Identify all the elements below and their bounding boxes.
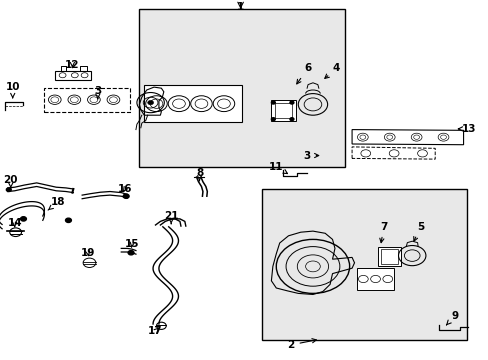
Bar bbox=[377, 247, 401, 266]
Text: 11: 11 bbox=[268, 162, 287, 174]
Text: 3: 3 bbox=[94, 86, 101, 99]
Bar bbox=[144, 85, 242, 122]
Text: 13: 13 bbox=[458, 124, 476, 134]
Bar bbox=[356, 268, 393, 290]
Text: 6: 6 bbox=[296, 63, 311, 84]
Circle shape bbox=[128, 251, 134, 255]
Text: 20: 20 bbox=[3, 175, 18, 188]
Text: 1: 1 bbox=[237, 2, 244, 12]
Circle shape bbox=[271, 101, 275, 104]
Circle shape bbox=[6, 188, 11, 192]
Text: 18: 18 bbox=[48, 197, 65, 210]
Circle shape bbox=[20, 217, 26, 221]
Bar bbox=[44, 88, 129, 112]
Circle shape bbox=[289, 101, 293, 104]
Text: 9: 9 bbox=[446, 311, 457, 325]
Circle shape bbox=[65, 218, 71, 222]
Text: 12: 12 bbox=[65, 60, 80, 70]
Polygon shape bbox=[351, 130, 463, 145]
Text: 4: 4 bbox=[324, 63, 340, 78]
Bar bbox=[139, 9, 344, 167]
Bar bbox=[381, 249, 397, 264]
Bar bbox=[271, 100, 295, 121]
Text: 21: 21 bbox=[163, 211, 178, 224]
Bar bbox=[261, 189, 466, 340]
Text: 15: 15 bbox=[124, 239, 139, 249]
Text: 2: 2 bbox=[287, 339, 316, 350]
Text: 7: 7 bbox=[379, 222, 387, 243]
Polygon shape bbox=[351, 147, 434, 159]
Text: 5: 5 bbox=[413, 222, 423, 241]
Text: 8: 8 bbox=[196, 168, 203, 181]
Circle shape bbox=[271, 118, 275, 121]
Circle shape bbox=[289, 118, 293, 121]
Bar bbox=[55, 71, 91, 80]
Text: 19: 19 bbox=[81, 248, 95, 258]
Text: 14: 14 bbox=[7, 218, 22, 228]
Text: 10: 10 bbox=[5, 82, 20, 98]
Bar bbox=[275, 103, 291, 118]
Text: 16: 16 bbox=[117, 184, 132, 194]
Text: 3: 3 bbox=[303, 150, 318, 161]
Circle shape bbox=[147, 100, 153, 105]
Circle shape bbox=[123, 194, 129, 198]
Text: 17: 17 bbox=[148, 326, 163, 336]
